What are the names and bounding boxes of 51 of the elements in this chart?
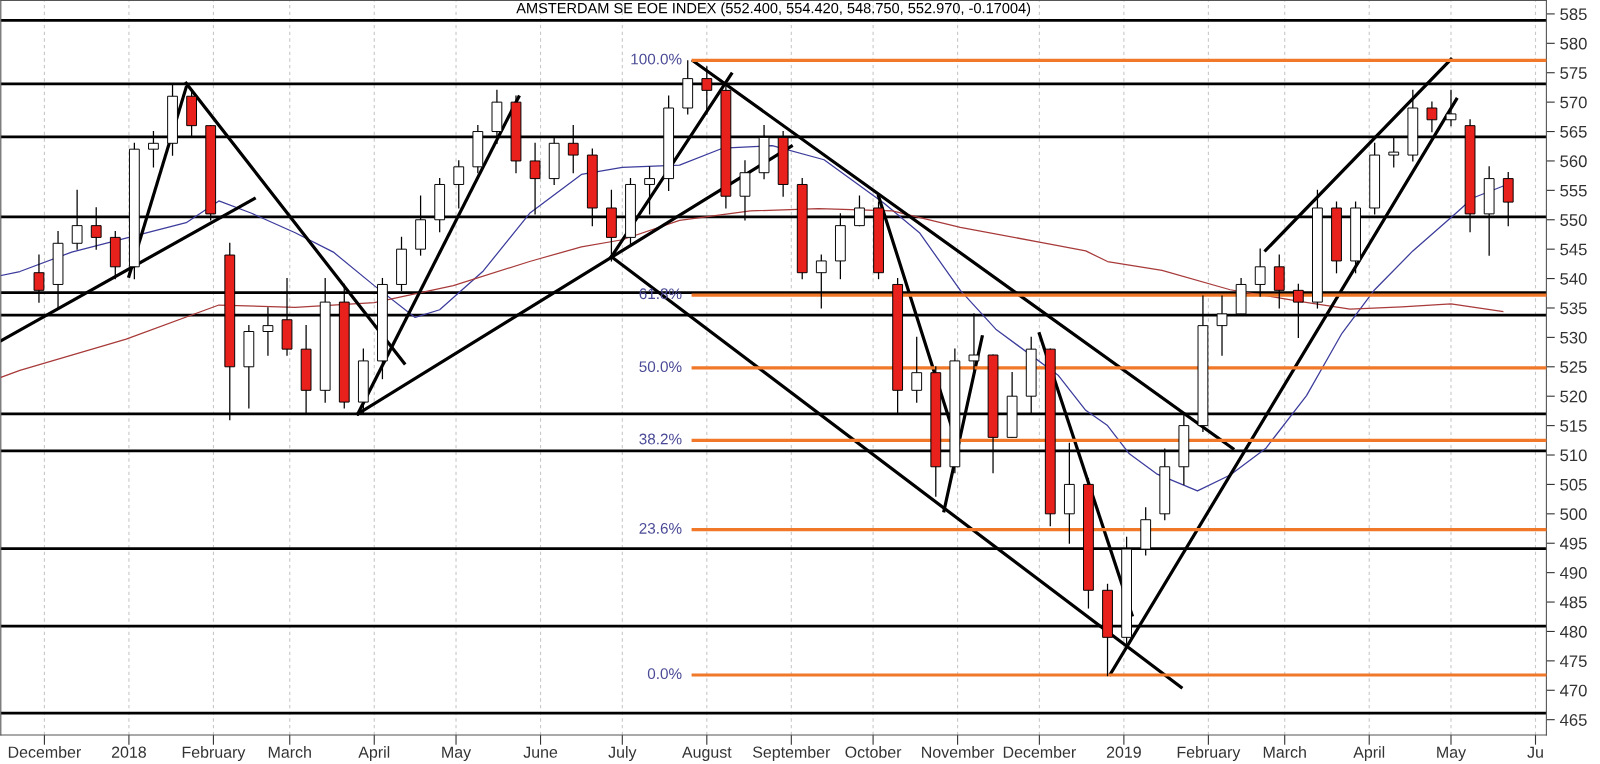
y-tick-label: 535 xyxy=(1560,302,1587,315)
y-tick-label: 575 xyxy=(1560,67,1587,79)
y-tick-label: 585 xyxy=(1560,8,1587,21)
annotation: 0.0% xyxy=(647,668,682,680)
y-tick-label: 515 xyxy=(1560,420,1587,432)
x-tick-label: February xyxy=(182,746,246,761)
x-tick-label: May xyxy=(1437,746,1467,761)
y-tick-label: 545 xyxy=(1560,243,1587,256)
y-tick-label: 485 xyxy=(1559,596,1587,609)
y-tick-label: 490 xyxy=(1559,567,1587,579)
y-tick-label: 530 xyxy=(1560,331,1587,344)
x-tick-label: 2018 xyxy=(111,746,146,758)
y-tick-label: 555 xyxy=(1560,184,1587,197)
x-tick-label: December xyxy=(1003,746,1076,758)
y-tick-label: 560 xyxy=(1560,155,1587,168)
x-tick-label: November xyxy=(922,746,995,758)
y-tick-label: 475 xyxy=(1559,655,1587,668)
y-tick-label: 470 xyxy=(1559,684,1587,697)
y-tick-label: 550 xyxy=(1560,214,1587,226)
x-tick-label: June xyxy=(523,746,558,758)
y-tick-label: 480 xyxy=(1559,625,1587,638)
chart-title: AMSTERDAM SE EOE INDEX (552.400, 554.420, 548.750, 552.970, -0.17004) xyxy=(516,2,1031,17)
x-tick-label: July xyxy=(608,746,637,761)
y-tick-label: 465 xyxy=(1559,714,1587,726)
x-tick-label: March xyxy=(1263,746,1306,758)
annotation: 38.2% xyxy=(639,433,682,445)
x-tick-label: Ju xyxy=(1527,746,1543,758)
x-tick-label: August xyxy=(681,746,732,761)
y-tick-label: 580 xyxy=(1560,37,1587,50)
y-tick-label: 525 xyxy=(1560,361,1587,373)
y-tick-label: 500 xyxy=(1560,508,1587,521)
x-tick-label: April xyxy=(358,746,390,761)
annotation: 100.0% xyxy=(631,53,682,65)
x-tick-label: October xyxy=(845,746,902,758)
x-tick-label: 2019 xyxy=(1106,746,1141,758)
annotation: 23.6% xyxy=(639,522,682,534)
y-tick-label: 565 xyxy=(1560,125,1587,138)
y-tick-label: 570 xyxy=(1560,96,1587,109)
y-tick-label: 510 xyxy=(1560,449,1587,462)
x-tick-label: April xyxy=(1353,746,1385,761)
y-tick-label: 520 xyxy=(1560,390,1587,403)
y-tick-label: 505 xyxy=(1560,478,1587,491)
annotation: 50.0% xyxy=(639,361,682,373)
x-tick-label: March xyxy=(268,746,311,758)
x-tick-label: February xyxy=(1177,746,1241,761)
x-tick-label: December xyxy=(8,746,81,758)
y-tick-label: 540 xyxy=(1560,272,1587,285)
x-tick-label: September xyxy=(752,746,831,761)
annotation: 61.8% xyxy=(639,288,682,300)
y-tick-label: 495 xyxy=(1559,537,1587,550)
x-tick-label: May xyxy=(442,746,472,761)
